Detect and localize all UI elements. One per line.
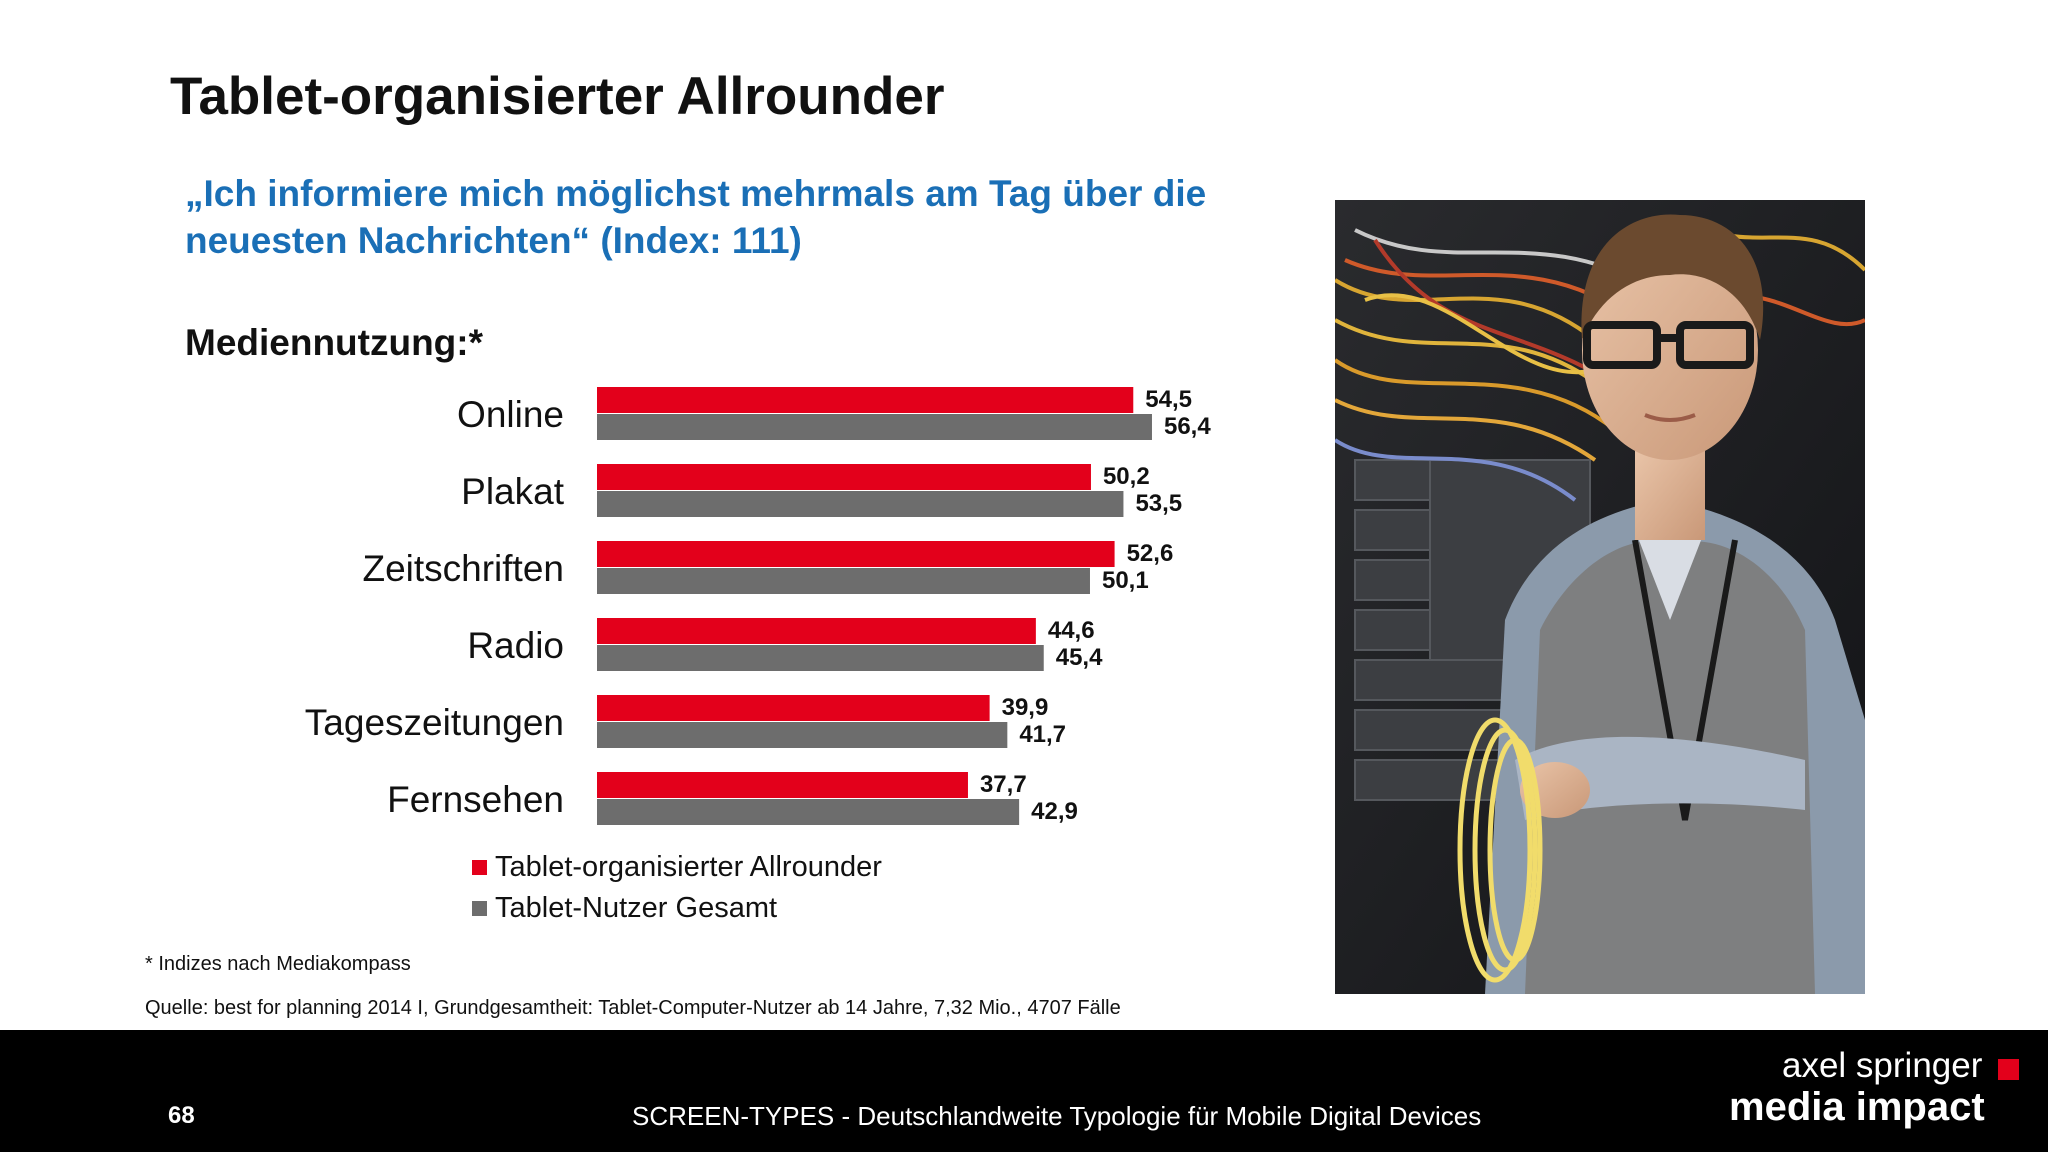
category-label: Plakat <box>461 471 565 512</box>
quote-line-1: „Ich informiere mich möglichst mehrmals … <box>185 173 1207 214</box>
bar-gesamt <box>597 414 1152 440</box>
footnote: * Indizes nach Mediakompass <box>145 953 411 975</box>
legend-item-allrounder: Tablet-organisierter Allrounder <box>472 847 882 888</box>
chart-legend: Tablet-organisierter Allrounder Tablet-N… <box>472 847 882 929</box>
bar-gesamt <box>597 799 1020 825</box>
value-label: 42,9 <box>1031 798 1078 825</box>
footer-title: SCREEN-TYPES - Deutschlandweite Typologi… <box>632 1101 1482 1131</box>
legend-item-gesamt: Tablet-Nutzer Gesamt <box>472 888 882 929</box>
category-label: Tageszeitungen <box>305 702 564 743</box>
value-label: 50,2 <box>1103 463 1150 490</box>
value-label: 53,5 <box>1135 490 1182 517</box>
bar-allrounder <box>597 695 990 721</box>
value-label: 45,4 <box>1056 644 1103 671</box>
bar-gesamt <box>597 568 1090 594</box>
legend-swatch-gray <box>472 901 487 916</box>
bar-allrounder <box>597 772 968 798</box>
value-label: 50,1 <box>1102 567 1149 594</box>
value-label: 52,6 <box>1127 540 1174 567</box>
bar-chart: Online 54,556,4 Plakat 50,253,5 Zeitschrifte… <box>305 386 1211 825</box>
bar-gesamt <box>597 491 1124 517</box>
bar-gesamt <box>597 645 1044 671</box>
source-note: Quelle: best for planning 2014 I, Grundg… <box>145 997 1121 1019</box>
photo-man-server-room <box>1335 200 1865 994</box>
value-label: 37,7 <box>980 771 1027 798</box>
page-number: 68 <box>168 1102 195 1129</box>
brand-subname: media impact <box>1729 1085 1985 1129</box>
quote-line-2: neuesten Nachrichten“ (Index: 111) <box>185 220 802 261</box>
legend-swatch-red <box>472 860 487 875</box>
legend-label-gesamt: Tablet-Nutzer Gesamt <box>495 892 778 924</box>
bar-allrounder <box>597 541 1115 567</box>
value-label: 44,6 <box>1048 617 1095 644</box>
bar-allrounder <box>597 464 1091 490</box>
category-label: Radio <box>467 625 564 666</box>
category-label: Zeitschriften <box>362 548 564 589</box>
footer-bar <box>0 1030 2048 1152</box>
value-label: 54,5 <box>1145 386 1192 413</box>
legend-label-allrounder: Tablet-organisierter Allrounder <box>495 851 882 883</box>
quote-block: „Ich informiere mich möglichst mehrmals … <box>185 170 1206 264</box>
brand-name: axel springer <box>1782 1046 1983 1085</box>
category-label: Online <box>457 394 564 435</box>
bar-gesamt <box>597 722 1008 748</box>
bar-allrounder <box>597 618 1036 644</box>
value-label: 56,4 <box>1164 413 1211 440</box>
brand-square-icon <box>1998 1059 2019 1080</box>
category-label: Fernsehen <box>387 779 564 820</box>
bar-allrounder <box>597 387 1134 413</box>
value-label: 39,9 <box>1002 694 1049 721</box>
slide-title: Tablet-organisierter Allrounder <box>170 67 945 126</box>
chart-heading: Mediennutzung:* <box>185 322 484 363</box>
value-label: 41,7 <box>1019 721 1066 748</box>
